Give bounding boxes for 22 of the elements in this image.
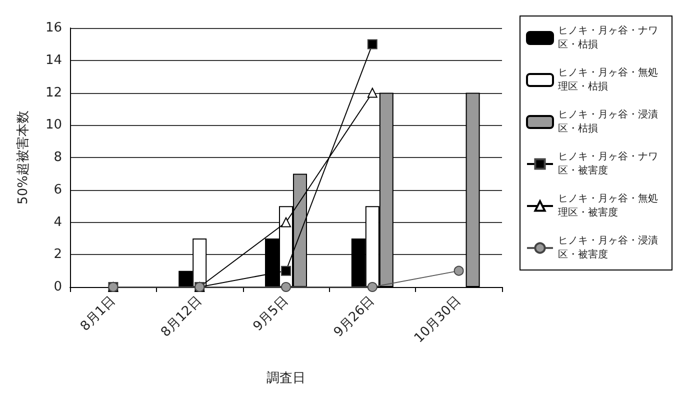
legend-label: ヒノキ・月ヶ谷・無処理区・枯損 — [558, 66, 658, 92]
y-tick-label: 6 — [54, 182, 62, 198]
y-axis-title: 50%超被害本数 — [15, 110, 31, 204]
x-tick-label: 8月12日 — [158, 294, 205, 340]
y-tick-label: 12 — [45, 85, 62, 100]
x-tick-label: 9月5日 — [250, 294, 292, 334]
x-tick-label: 10月30日 — [412, 294, 464, 346]
y-tick-label: 16 — [45, 20, 62, 36]
x-axis-title: 調査日 — [266, 371, 306, 386]
x-tick-label: 9月26日 — [331, 294, 378, 340]
y-tick-label: 10 — [45, 118, 62, 133]
legend-label: ヒノキ・月ヶ谷・ナワ区・被害度 — [558, 150, 658, 176]
y-tick-label: 4 — [54, 214, 62, 230]
y-tick-label: 2 — [54, 247, 62, 262]
y-tick-label: 0 — [54, 280, 62, 294]
x-tick-label: 8月1日 — [78, 294, 119, 334]
legend-label: ヒノキ・月ヶ谷・浸漬区・被害度 — [558, 234, 658, 260]
y-tick-label: 14 — [45, 52, 62, 68]
legend-label: ヒノキ・月ヶ谷・浸漬区・枯損 — [558, 108, 658, 134]
legend-label: ヒノキ・月ヶ谷・無処理区・被害度 — [558, 192, 658, 218]
legend-label: ヒノキ・月ヶ谷・ナワ区・枯損 — [558, 24, 658, 50]
y-tick-label: 8 — [54, 150, 62, 165]
